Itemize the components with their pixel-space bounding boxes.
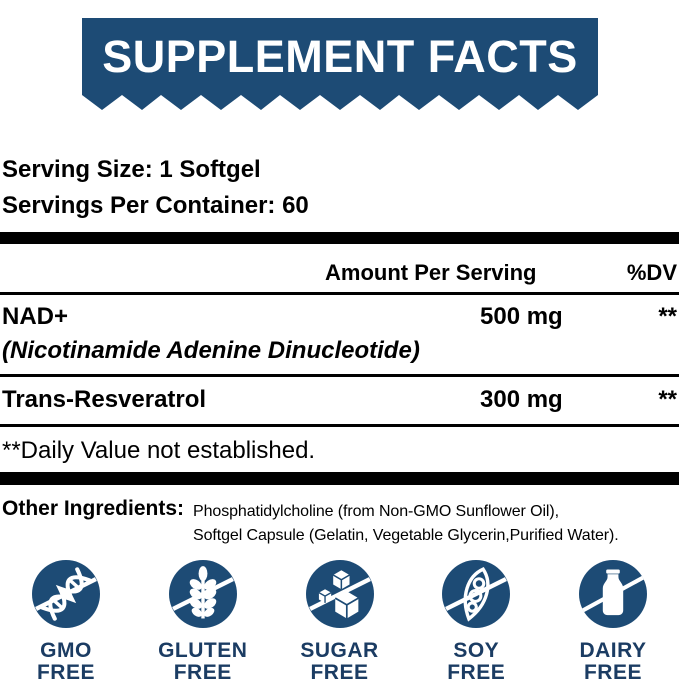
serving-size: Serving Size: 1 Softgel (2, 156, 261, 183)
nutrient-amount: 300 mg (480, 386, 563, 413)
divider-under-header (0, 292, 679, 295)
table-header-row: Amount Per Serving %DV (0, 244, 679, 292)
divider-row-1 (0, 374, 679, 377)
banner: SUPPLEMENT FACTS (82, 18, 598, 110)
other-ingredients-line-1: Phosphatidylcholine (from Non-GMO Sunflo… (193, 503, 559, 520)
no-gmo-icon (32, 560, 100, 628)
badge-label: SOY FREE (447, 640, 505, 684)
badge-label: GLUTEN FREE (158, 640, 247, 684)
divider-row-2 (0, 424, 679, 427)
no-sugar-icon (305, 560, 374, 628)
badge-line-2: FREE (310, 661, 369, 684)
badge-line-1: SUGAR (300, 639, 379, 662)
other-ingredients: Other Ingredients: Phosphatidylcholine (… (2, 497, 679, 548)
table-row: NAD+ (Nicotinamide Adenine Dinucleotide)… (0, 295, 679, 374)
servings-per-container: Servings Per Container: 60 (2, 192, 309, 219)
badge-label: DAIRY FREE (579, 640, 646, 684)
badge-line-2: FREE (447, 661, 506, 684)
no-soy-icon (442, 560, 511, 628)
badge-line-1: SOY (453, 639, 500, 662)
nutrient-name: NAD+ (2, 303, 69, 330)
badge-gmo-free: GMO FREE (0, 560, 132, 684)
badge-soy-free: SOY FREE (410, 560, 542, 684)
badge-dairy-free: DAIRY FREE (547, 560, 679, 684)
badge-line-2: FREE (583, 661, 642, 684)
other-ingredients-line-2: Softgel Capsule (Gelatin, Vegetable Glyc… (193, 527, 619, 544)
nutrient-amount: 500 mg (480, 303, 563, 330)
daily-value-footnote: **Daily Value not established. (2, 437, 316, 464)
badge-line-1: GLUTEN (158, 639, 248, 662)
nutrient-dv: ** (658, 386, 677, 413)
badge-line-2: FREE (36, 661, 95, 684)
banner-title: SUPPLEMENT FACTS (82, 18, 598, 95)
badge-label: SUGAR FREE (300, 640, 378, 684)
free-from-badges: GMO FREE (0, 560, 679, 684)
divider-thick-top (0, 232, 679, 244)
amount-per-serving-header: Amount Per Serving (325, 260, 537, 285)
zigzag-edge (82, 95, 598, 110)
other-ingredients-text: Phosphatidylcholine (from Non-GMO Sunflo… (193, 497, 619, 548)
badge-gluten-free: GLUTEN FREE (137, 560, 269, 684)
badge-label: GMO FREE (37, 640, 95, 684)
no-gluten-icon (168, 560, 237, 628)
serving-info: Serving Size: 1 Softgel Servings Per Con… (2, 152, 679, 224)
badge-line-2: FREE (173, 661, 232, 684)
dv-header: %DV (626, 260, 677, 285)
nutrient-name: Trans-Resveratrol (2, 386, 207, 413)
badge-line-1: GMO (40, 639, 92, 662)
badge-line-1: DAIRY (579, 639, 647, 662)
divider-thick-bottom (0, 472, 679, 485)
table-row: Trans-Resveratrol 300 mg ** (0, 377, 679, 424)
no-dairy-icon (579, 560, 647, 628)
badge-sugar-free: SUGAR FREE (274, 560, 406, 684)
other-ingredients-label: Other Ingredients: (2, 497, 185, 520)
nutrient-subname: (Nicotinamide Adenine Dinucleotide) (2, 337, 420, 364)
nutrient-dv: ** (658, 303, 677, 330)
